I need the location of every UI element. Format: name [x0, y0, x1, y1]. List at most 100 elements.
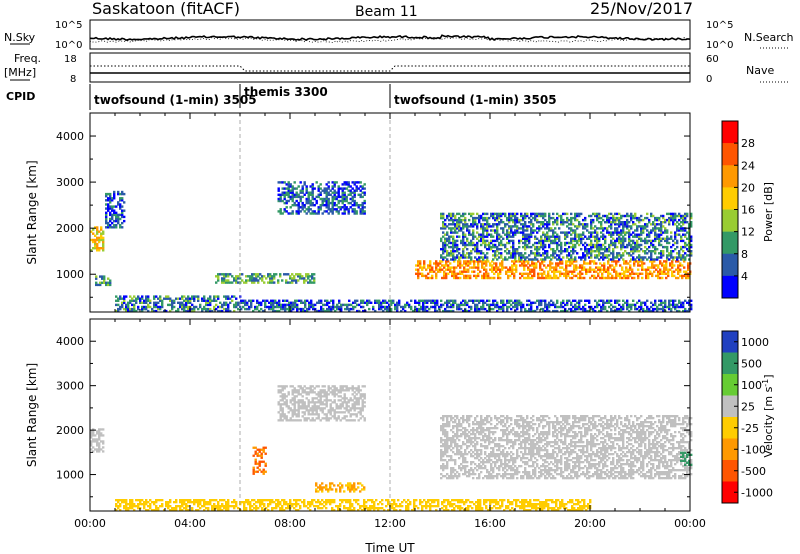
echo-cell [616, 239, 619, 243]
echo-cell [96, 232, 99, 235]
echo-cell [582, 307, 585, 311]
echo-cell [532, 252, 535, 255]
echo-cell [311, 187, 314, 190]
echo-cell [467, 268, 470, 271]
echo-cell [552, 216, 555, 220]
echo-cell [472, 233, 475, 236]
echo-cell [480, 453, 483, 456]
echo-cell [646, 223, 649, 226]
echo-cell [450, 455, 453, 458]
echo-cell [341, 195, 344, 199]
echo-cell [317, 208, 320, 211]
echo-cell [476, 451, 479, 454]
echo-cell [496, 216, 499, 220]
echo-cell [98, 428, 101, 431]
echo-cell [526, 415, 529, 418]
echo-cell [278, 301, 281, 304]
echo-cell [255, 277, 258, 280]
echo-cell [419, 272, 422, 275]
echo-cell [654, 227, 657, 230]
echo-cell [513, 276, 516, 280]
echo-cell [121, 303, 124, 307]
echo-cell [652, 227, 655, 230]
echo-cell [562, 212, 565, 216]
echo-cell [645, 276, 648, 280]
echo-cell [592, 212, 595, 216]
echo-cell [506, 419, 509, 422]
echo-cell [458, 421, 461, 424]
echo-cell [135, 299, 138, 302]
echo-cell [470, 449, 473, 452]
echo-cell [478, 463, 481, 466]
echo-cell [396, 301, 399, 304]
echo-cell [610, 303, 613, 307]
echo-cell [661, 272, 664, 275]
echo-cell [516, 221, 519, 224]
echo-cell [528, 225, 531, 228]
echo-cell [273, 275, 276, 278]
echo-cell [133, 309, 136, 313]
echo-cell [610, 233, 613, 236]
echo-cell [527, 260, 530, 263]
echo-cell [528, 254, 531, 257]
echo-cell [619, 264, 622, 267]
echo-cell [656, 305, 659, 309]
echo-cell [600, 216, 603, 220]
echo-cell [596, 303, 599, 307]
echo-cell [287, 181, 290, 184]
echo-cell [284, 305, 287, 309]
echo-cell [472, 473, 475, 476]
echo-cell [311, 193, 314, 196]
echo-cell [480, 449, 483, 452]
echo-cell [484, 451, 487, 454]
echo-cell [460, 221, 463, 224]
echo-cell [388, 309, 391, 313]
echo-cell [476, 245, 479, 249]
echo-cell [500, 437, 503, 440]
echo-cell [478, 467, 481, 470]
echo-cell [374, 301, 377, 304]
echo-cell [147, 309, 150, 313]
echo-cell [638, 309, 641, 313]
echo-cell [572, 245, 575, 249]
echo-cell [259, 277, 262, 280]
echo-cell [484, 457, 487, 460]
echo-cell [299, 206, 302, 209]
echo-cell [520, 451, 523, 454]
echo-cell [570, 216, 573, 220]
echo-cell [121, 190, 124, 194]
echo-cell [113, 219, 116, 223]
echo-cell [450, 419, 453, 422]
echo-cell [514, 248, 517, 251]
echo-cell [239, 277, 242, 280]
echo-cell [540, 258, 543, 261]
echo-cell [502, 455, 505, 458]
echo-cell [674, 235, 677, 238]
echo-cell [614, 239, 617, 243]
echo-cell [446, 447, 449, 450]
echo-cell [526, 431, 529, 434]
echo-cell [384, 307, 387, 311]
echo-cell [412, 309, 415, 313]
echo-cell [625, 270, 628, 273]
echo-cell [618, 254, 621, 257]
echo-cell [502, 309, 505, 313]
echo-cell [117, 309, 120, 313]
echo-cell [673, 270, 676, 273]
echo-cell [547, 274, 550, 278]
echo-cell [576, 235, 579, 238]
echo-cell [556, 212, 559, 216]
echo-cell [452, 299, 455, 302]
echo-cell [468, 417, 471, 420]
echo-cell [672, 250, 675, 253]
echo-cell [105, 283, 108, 287]
echo-cell [450, 471, 453, 474]
echo-cell [382, 301, 385, 304]
echo-cell [607, 276, 610, 280]
echo-cell [300, 309, 303, 313]
echo-cell [646, 305, 649, 309]
echo-cell [508, 425, 511, 428]
echo-cell [427, 266, 430, 269]
echo-cell [456, 431, 459, 434]
echo-cell [614, 299, 617, 302]
